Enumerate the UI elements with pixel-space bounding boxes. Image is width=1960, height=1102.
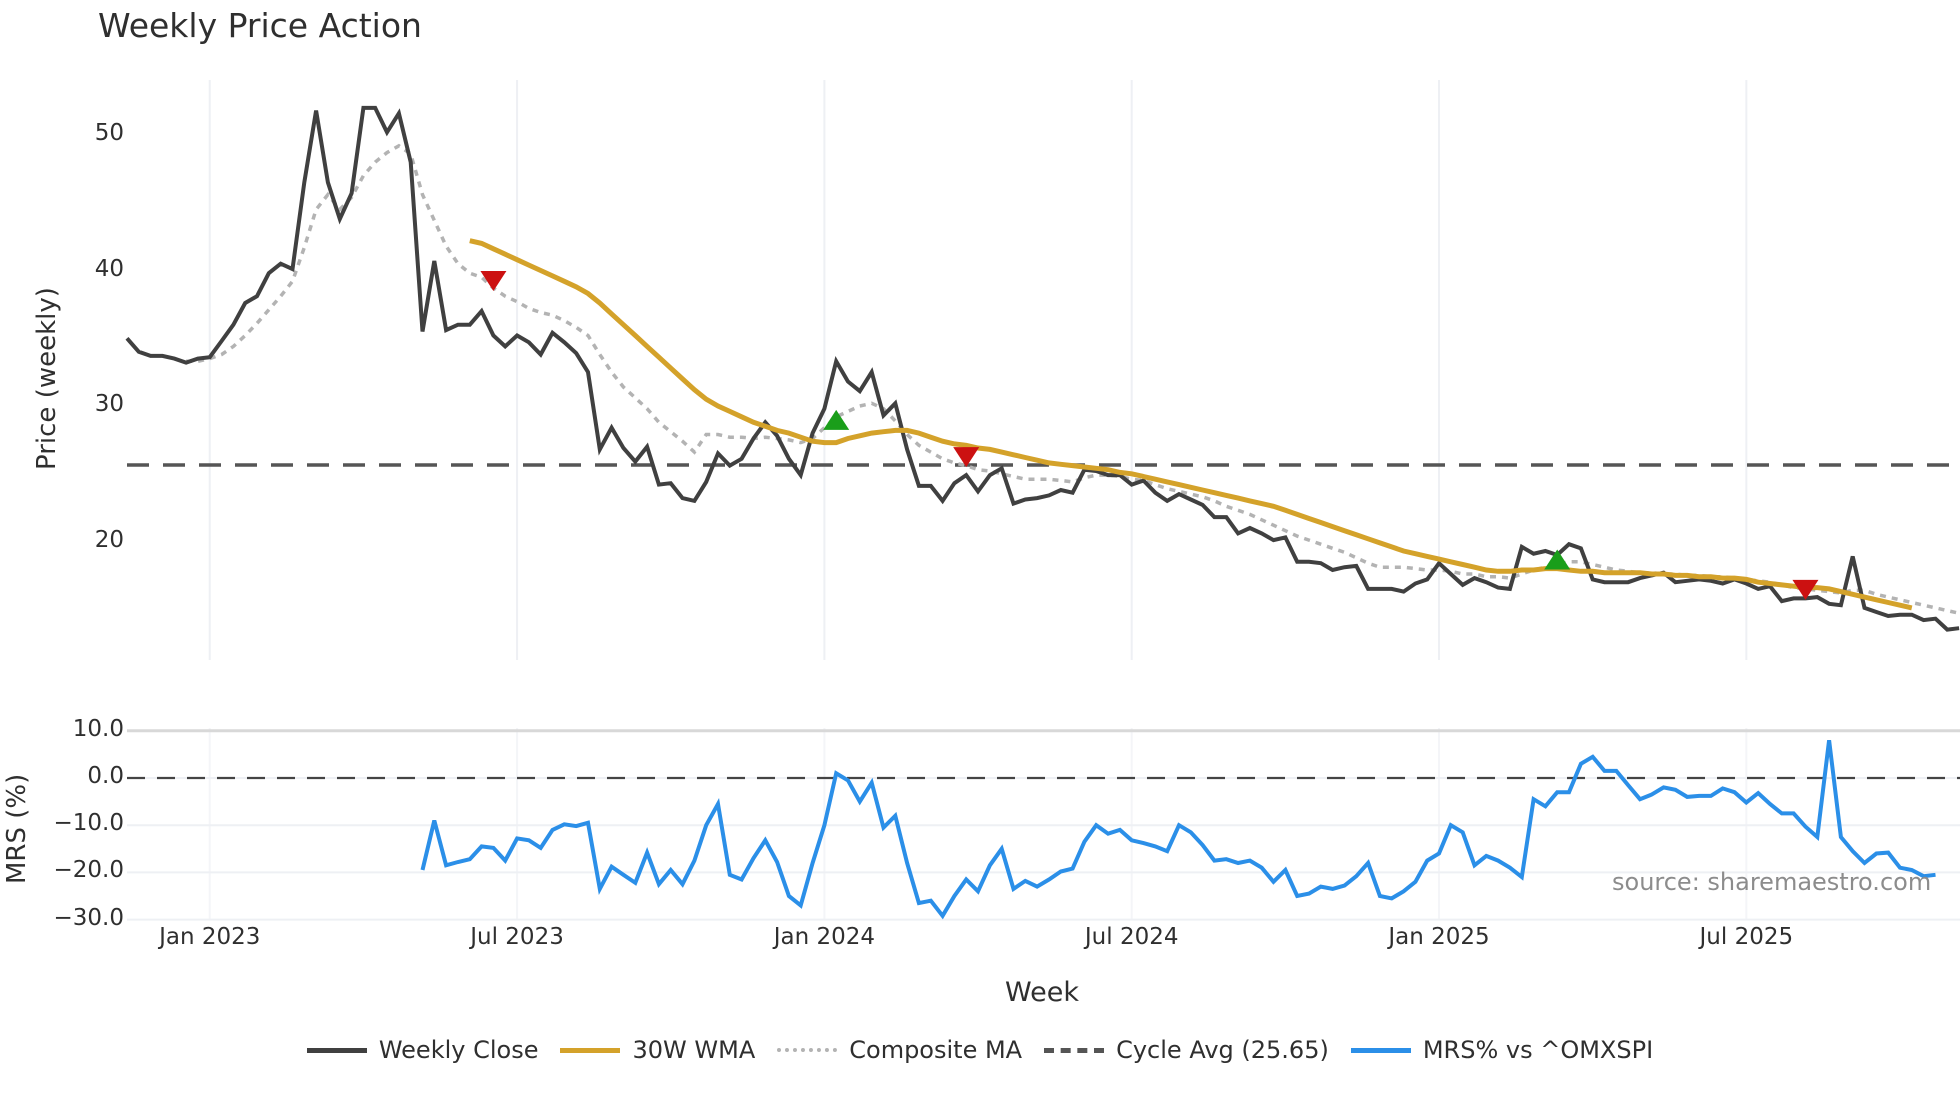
- x-tick: Jul 2025: [1699, 924, 1794, 950]
- buy-signal-triangle-up-icon: [823, 409, 850, 430]
- sell-signal-triangle-down-icon: [480, 270, 507, 291]
- legend-label: 30W WMA: [632, 1036, 756, 1064]
- mrs-panel: [127, 739, 1960, 920]
- price-y-tick: 50: [94, 120, 124, 146]
- legend-label: Cycle Avg (25.65): [1116, 1036, 1329, 1064]
- legend-swatch-icon: [1350, 1047, 1411, 1053]
- legend-swatch-icon: [306, 1047, 367, 1053]
- x-tick: Jul 2023: [470, 924, 564, 950]
- legend-item[interactable]: MRS% vs ^OMXSPI: [1350, 1036, 1654, 1064]
- mrs-line: [420, 739, 1936, 920]
- x-tick: Jan 2025: [1388, 924, 1490, 950]
- price-y-tick: 20: [94, 526, 124, 553]
- x-axis-label: Week: [1005, 977, 1079, 1008]
- x-tick: Jan 2024: [773, 924, 876, 950]
- mrs-y-tick: −20.0: [53, 857, 124, 884]
- price-panel: [125, 105, 1960, 632]
- legend-item[interactable]: Weekly Close: [306, 1036, 539, 1064]
- legend-item[interactable]: Cycle Avg (25.65): [1044, 1036, 1329, 1064]
- x-tick: Jan 2023: [159, 924, 261, 950]
- mrs-y-tick: 10.0: [72, 715, 124, 742]
- weekly-close-line: [125, 105, 1960, 632]
- legend-label: Weekly Close: [378, 1036, 539, 1064]
- legend-swatch-icon: [777, 1048, 838, 1052]
- legend-item[interactable]: Composite MA: [777, 1036, 1022, 1064]
- mrs-y-tick: −30.0: [53, 904, 124, 931]
- x-tick: Jul 2024: [1084, 924, 1179, 950]
- mrs-y-tick: −10.0: [53, 810, 124, 837]
- chart-title: Weekly Price Action: [98, 6, 422, 45]
- legend-label: Composite MA: [849, 1036, 1023, 1064]
- legend-label: MRS% vs ^OMXSPI: [1422, 1036, 1654, 1064]
- composite-ma-line: [186, 143, 1960, 616]
- sell-signal-triangle-down-icon: [1792, 579, 1819, 600]
- legend-item[interactable]: 30W WMA: [560, 1036, 755, 1064]
- source-watermark: source: sharemaestro.com: [1612, 868, 1932, 896]
- mrs-axis-label: MRS (%): [2, 773, 32, 884]
- price-axis-label: Price (weekly): [32, 287, 62, 470]
- mrs-y-tick: 0.0: [87, 763, 124, 789]
- sell-signal-triangle-down-icon: [953, 447, 980, 468]
- price-y-tick: 40: [94, 255, 124, 282]
- legend-swatch-icon: [560, 1047, 621, 1053]
- legend: Weekly Close 30W WMA Composite MA Cycle Avg…: [0, 1036, 1960, 1064]
- wma-line: [469, 238, 1913, 611]
- legend-swatch-icon: [1044, 1047, 1105, 1053]
- buy-signal-triangle-up-icon: [1544, 549, 1571, 570]
- price-y-tick: 30: [94, 391, 124, 417]
